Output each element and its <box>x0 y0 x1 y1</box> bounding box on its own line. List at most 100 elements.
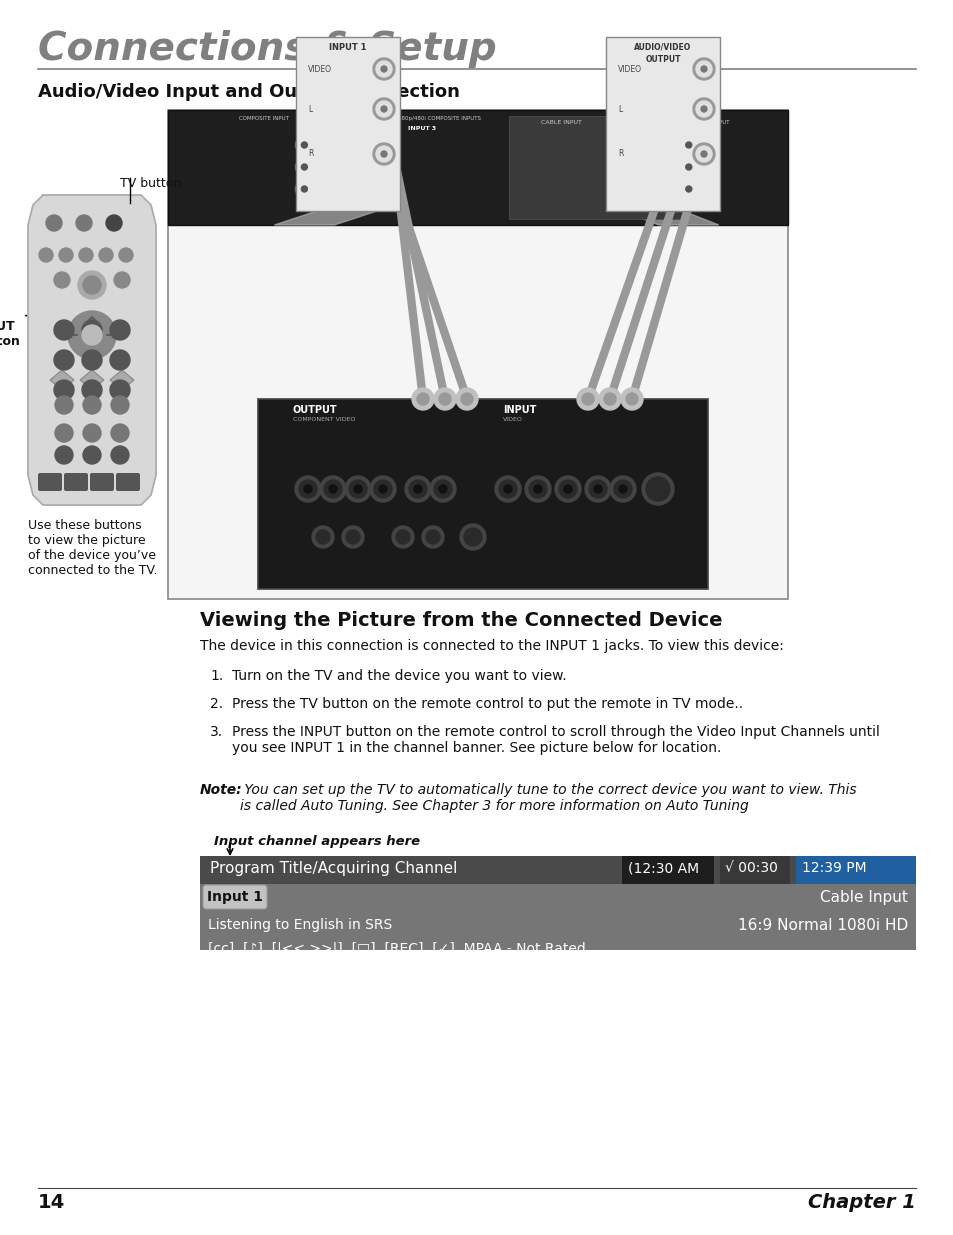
Circle shape <box>375 61 392 77</box>
Circle shape <box>301 164 307 170</box>
Text: INPUT
button: INPUT button <box>0 320 20 348</box>
Circle shape <box>696 101 711 117</box>
Circle shape <box>463 529 481 546</box>
Text: Press the INPUT button on the remote control to scroll through the Video Input C: Press the INPUT button on the remote con… <box>232 725 879 755</box>
Text: Press the TV button on the remote control to put the remote in TV mode..: Press the TV button on the remote contro… <box>232 697 742 711</box>
Circle shape <box>692 143 714 165</box>
Polygon shape <box>618 209 718 225</box>
Circle shape <box>76 215 91 231</box>
Circle shape <box>581 393 594 405</box>
Circle shape <box>373 143 395 165</box>
Circle shape <box>83 446 101 464</box>
Circle shape <box>584 475 610 501</box>
Polygon shape <box>28 195 156 505</box>
Circle shape <box>434 480 452 498</box>
Circle shape <box>82 380 102 400</box>
Circle shape <box>68 311 116 359</box>
Text: Connections & Setup: Connections & Setup <box>38 30 497 68</box>
Circle shape <box>82 320 102 340</box>
Circle shape <box>55 396 73 414</box>
Circle shape <box>414 485 421 493</box>
Circle shape <box>354 485 361 493</box>
Circle shape <box>295 158 314 177</box>
Circle shape <box>700 106 706 112</box>
Circle shape <box>609 475 636 501</box>
Circle shape <box>555 475 580 501</box>
Text: OUTPUT: OUTPUT <box>293 405 337 415</box>
Text: Input channel appears here: Input channel appears here <box>213 835 419 848</box>
FancyBboxPatch shape <box>257 399 707 589</box>
Circle shape <box>503 485 512 493</box>
FancyBboxPatch shape <box>116 473 140 492</box>
Text: You can set up the TV to automatically tune to the correct device you want to vi: You can set up the TV to automatically t… <box>240 783 856 813</box>
Circle shape <box>297 182 311 196</box>
Circle shape <box>434 388 456 410</box>
Text: COMPOSITE INPUT: COMPOSITE INPUT <box>239 116 289 121</box>
Circle shape <box>614 480 631 498</box>
Circle shape <box>78 270 106 299</box>
Text: The device in this connection is connected to the INPUT 1 jacks. To view this de: The device in this connection is connect… <box>200 638 783 653</box>
Circle shape <box>119 248 132 262</box>
Circle shape <box>111 396 129 414</box>
Text: COMPONENT 1080p/720p/480p/480i COMPOSITE INPUTS: COMPONENT 1080p/720p/480p/480i COMPOSITE… <box>326 116 480 121</box>
Circle shape <box>692 98 714 120</box>
Circle shape <box>679 158 697 177</box>
FancyBboxPatch shape <box>203 885 267 909</box>
Circle shape <box>110 350 130 370</box>
Circle shape <box>681 161 695 174</box>
Circle shape <box>380 106 387 112</box>
Circle shape <box>312 526 334 548</box>
Circle shape <box>295 180 314 198</box>
Circle shape <box>373 58 395 80</box>
Circle shape <box>598 388 620 410</box>
Circle shape <box>679 136 697 154</box>
Circle shape <box>99 248 112 262</box>
Circle shape <box>375 146 392 162</box>
Circle shape <box>700 65 706 72</box>
Circle shape <box>345 475 371 501</box>
Circle shape <box>82 325 102 345</box>
Text: INPUT 3: INPUT 3 <box>408 126 436 131</box>
Circle shape <box>39 248 53 262</box>
Circle shape <box>426 530 439 543</box>
Circle shape <box>110 380 130 400</box>
Circle shape <box>370 475 395 501</box>
Circle shape <box>375 101 392 117</box>
Circle shape <box>79 248 92 262</box>
Text: 14: 14 <box>38 1193 65 1212</box>
Circle shape <box>498 480 517 498</box>
Text: VIDEO: VIDEO <box>502 417 522 422</box>
Circle shape <box>438 485 447 493</box>
Text: Audio/Video Input and Output Connection: Audio/Video Input and Output Connection <box>38 83 459 101</box>
Circle shape <box>588 480 606 498</box>
Text: ANTENNA INPUT: ANTENNA INPUT <box>684 120 729 125</box>
Circle shape <box>534 485 541 493</box>
Circle shape <box>524 475 551 501</box>
Circle shape <box>577 388 598 410</box>
Circle shape <box>54 272 70 288</box>
Circle shape <box>563 485 572 493</box>
Circle shape <box>438 393 451 405</box>
Circle shape <box>603 393 616 405</box>
Text: AUDIO/VIDEO: AUDIO/VIDEO <box>634 43 691 52</box>
Circle shape <box>558 480 577 498</box>
Circle shape <box>416 393 429 405</box>
Circle shape <box>294 475 320 501</box>
Circle shape <box>59 248 73 262</box>
FancyBboxPatch shape <box>200 856 915 884</box>
Polygon shape <box>50 370 74 390</box>
Text: Note:: Note: <box>200 783 242 797</box>
Text: Viewing the Picture from the Connected Device: Viewing the Picture from the Connected D… <box>200 611 721 630</box>
Circle shape <box>529 480 546 498</box>
Circle shape <box>681 182 695 196</box>
Text: 12:39 PM: 12:39 PM <box>801 861 865 876</box>
Text: Use these buttons
to view the picture
of the device you’ve
connected to the TV.: Use these buttons to view the picture of… <box>28 519 157 577</box>
Text: INPUT 1: INPUT 1 <box>329 43 366 52</box>
Circle shape <box>301 142 307 148</box>
Circle shape <box>641 473 673 505</box>
Text: L: L <box>308 105 312 114</box>
Circle shape <box>380 65 387 72</box>
FancyBboxPatch shape <box>621 856 713 884</box>
Circle shape <box>304 485 312 493</box>
Text: INPUT 1: INPUT 1 <box>302 126 331 131</box>
